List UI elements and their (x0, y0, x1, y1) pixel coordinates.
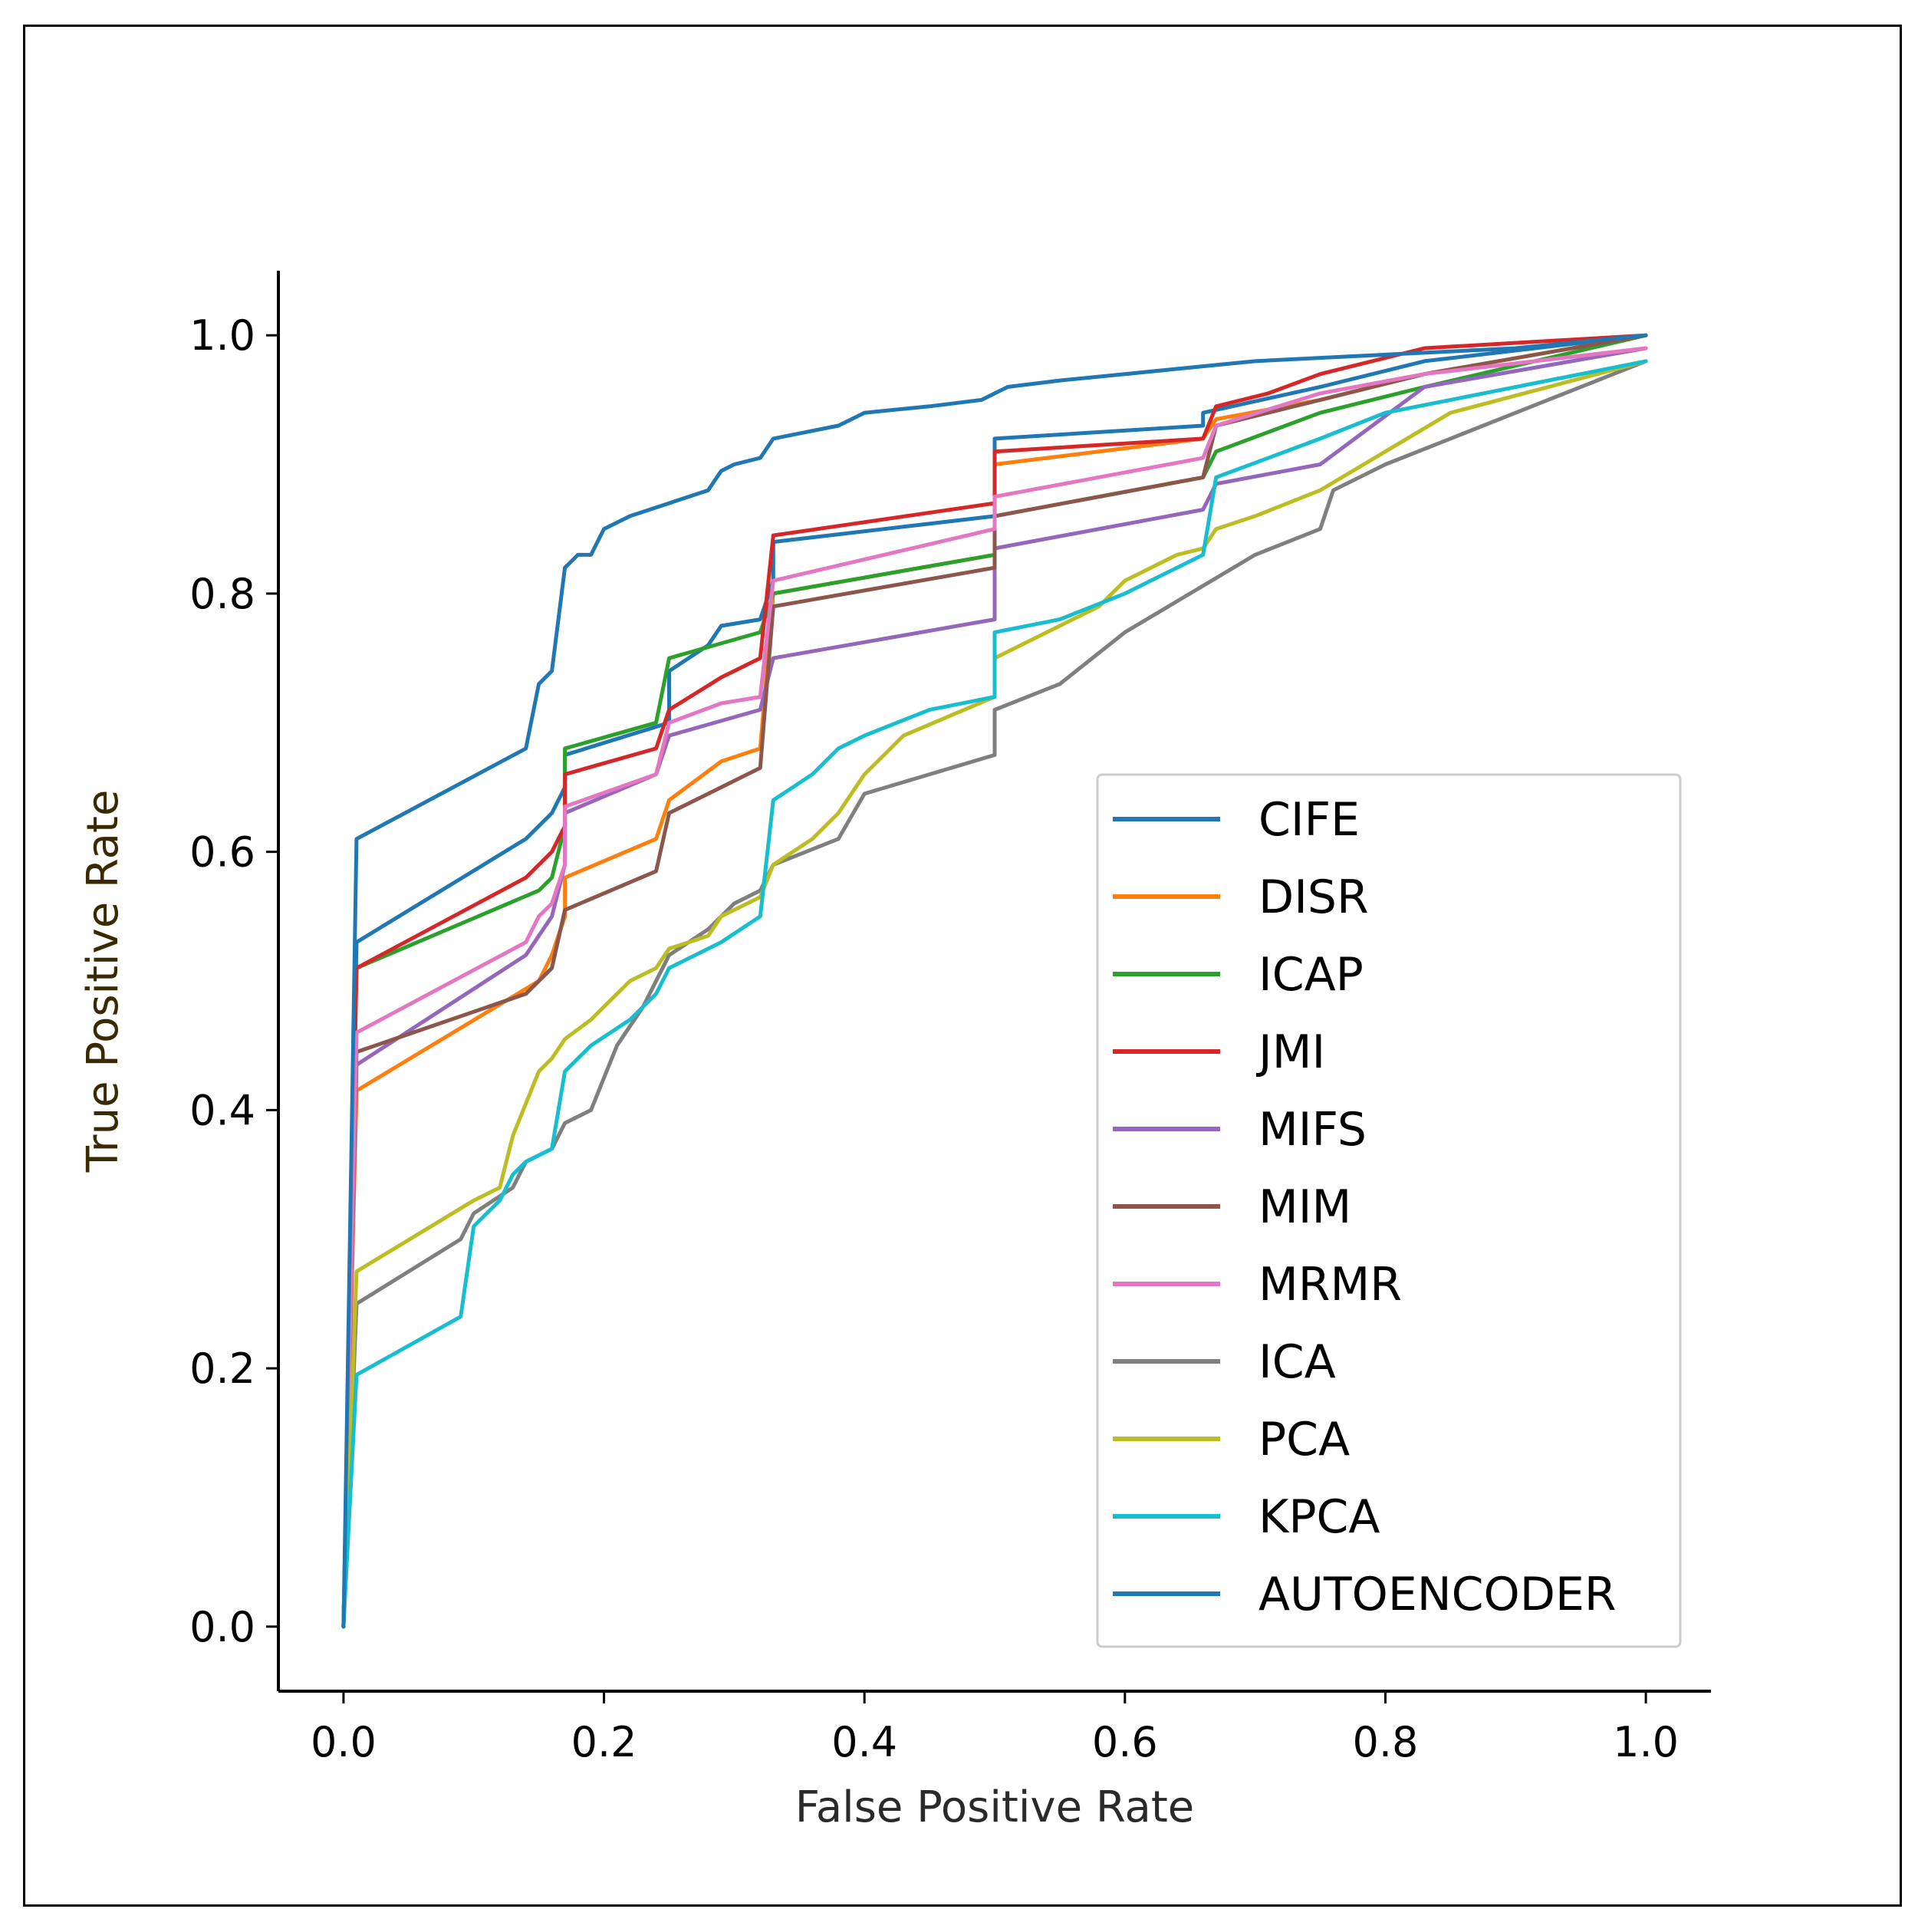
legend-item-icap: ICAP (1113, 948, 1364, 1002)
series-line-mim (341, 333, 1648, 1629)
y-tick-label: 0.0 (189, 1603, 255, 1651)
legend-item-mim: MIM (1113, 1180, 1351, 1234)
y-tick-label: 0.6 (189, 828, 255, 877)
figure-frame: 0.0 0.2 0.4 0.6 0.8 1.0 0.0 0.2 0.4 0.6 0.8 1.0 Fa… (23, 25, 1902, 1907)
legend: CIFE DISR ICAP JMI MIFS MIM MRMR ICA PCA KPCA AUTO… (1096, 773, 1682, 1648)
legend-box (1096, 773, 1682, 1648)
legend-label: ICA (1258, 1335, 1336, 1389)
legend-label: JMI (1255, 1025, 1325, 1079)
legend-items: CIFE DISR ICAP JMI MIFS MIM MRMR ICA PCA KPCA AUTO… (1113, 793, 1617, 1621)
legend-label: CIFE (1258, 793, 1360, 847)
legend-item-autoencoder: AUTOENCODER (1113, 1568, 1617, 1621)
legend-item-mifs: MIFS (1113, 1103, 1367, 1157)
legend-label: MRMR (1258, 1258, 1402, 1312)
legend-item-pca: PCA (1113, 1413, 1350, 1466)
series-line-cife (341, 333, 1648, 1629)
legend-item-disr: DISR (1113, 871, 1369, 924)
series-line-icap (341, 333, 1648, 1629)
series-layer (341, 333, 1648, 1629)
series-line-mrmr (341, 346, 1648, 1629)
legend-label: MIM (1258, 1180, 1351, 1234)
series-line-jmi (341, 333, 1648, 1629)
legend-label: KPCA (1258, 1490, 1380, 1544)
legend-item-kpca: KPCA (1113, 1490, 1380, 1544)
series-line-kpca (341, 359, 1648, 1629)
y-tick-label: 1.0 (189, 311, 255, 360)
roc-chart: 0.0 0.2 0.4 0.6 0.8 1.0 0.0 0.2 0.4 0.6 0.8 1.0 Fa… (78, 271, 1711, 1832)
y-axis-label: True Positive Rate (78, 790, 128, 1173)
x-tick-label: 0.2 (571, 1718, 637, 1766)
series-line-autoencoder (341, 333, 1648, 1629)
legend-item-mrmr: MRMR (1113, 1258, 1402, 1312)
legend-item-jmi: JMI (1113, 1025, 1325, 1079)
x-tick-label: 0.0 (311, 1718, 377, 1766)
y-tick-label: 0.4 (189, 1086, 255, 1134)
legend-label: PCA (1258, 1413, 1350, 1466)
x-tick-label: 1.0 (1613, 1718, 1679, 1766)
x-tick-label: 0.6 (1092, 1718, 1158, 1766)
x-axis-label: False Positive Rate (795, 1782, 1194, 1832)
legend-label: MIFS (1258, 1103, 1367, 1157)
axes (277, 271, 1711, 1693)
legend-item-cife: CIFE (1113, 793, 1360, 847)
series-line-disr (341, 333, 1648, 1629)
y-ticks: 0.0 0.2 0.4 0.6 0.8 1.0 (189, 311, 278, 1651)
y-tick-label: 0.8 (189, 570, 255, 618)
legend-item-ica: ICA (1113, 1335, 1336, 1389)
x-ticks: 0.0 0.2 0.4 0.6 0.8 1.0 (311, 1691, 1679, 1766)
legend-label: DISR (1258, 871, 1369, 924)
x-tick-label: 0.4 (831, 1718, 897, 1766)
series-line-mifs (341, 346, 1648, 1629)
y-tick-label: 0.2 (189, 1345, 255, 1393)
legend-label: ICAP (1258, 948, 1364, 1002)
legend-label: AUTOENCODER (1258, 1568, 1617, 1621)
x-tick-label: 0.8 (1353, 1718, 1419, 1766)
